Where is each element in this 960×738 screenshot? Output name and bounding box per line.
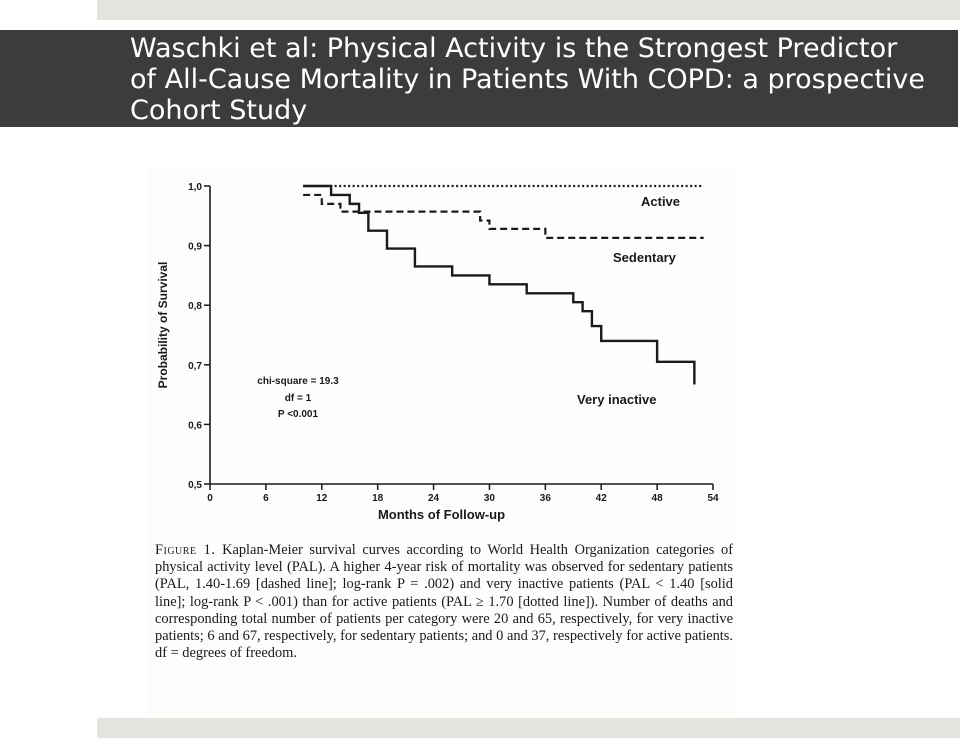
x-tick-label: 6 (263, 493, 269, 504)
series-label-sedentary: Sedentary (613, 250, 677, 265)
caption-text: Kaplan-Meier survival curves according t… (155, 542, 733, 662)
x-axis-title: Months of Follow-up (378, 507, 505, 522)
kaplan-meier-chart: 0,5 0,6 0,7 0,8 0,9 1,0 0 6 12 18 24 30 36 42 48 54 Mont… (156, 182, 719, 522)
x-tick-label: 12 (316, 493, 328, 504)
y-tick-label: 0,9 (188, 242, 202, 253)
stats-annotation: df = 1 (285, 393, 312, 404)
chart-series-layer (303, 184, 704, 385)
chart-axes (204, 185, 714, 490)
chart-labels-layer: 0,5 0,6 0,7 0,8 0,9 1,0 0 6 12 18 24 30 36 42 48 54 Mont… (156, 182, 719, 522)
x-tick-label: 36 (540, 493, 552, 504)
caption-label: Figure 1. (155, 542, 216, 558)
y-tick-label: 0,7 (188, 361, 202, 372)
figure-caption: Figure 1. Kaplan-Meier survival curves a… (155, 542, 733, 662)
series-label-active: Active (641, 194, 680, 209)
slide-title: Waschki et al: Physical Activity is the … (130, 33, 926, 126)
y-tick-label: 0,8 (188, 301, 202, 312)
y-tick-label: 1,0 (188, 182, 202, 193)
series-line-sedentary (303, 193, 704, 239)
x-tick-label: 18 (372, 493, 384, 504)
y-tick-label: 0,6 (188, 420, 202, 431)
x-tick-label: 0 (207, 493, 213, 504)
x-tick-label: 24 (428, 493, 440, 504)
figure-panel: 0,5 0,6 0,7 0,8 0,9 1,0 0 6 12 18 24 30 36 42 48 54 Mont… (148, 168, 738, 718)
stats-annotation: P <0.001 (278, 409, 319, 420)
x-tick-label: 48 (652, 493, 664, 504)
title-bar (0, 30, 958, 127)
x-tick-label: 54 (707, 493, 719, 504)
series-line-very-inactive (303, 184, 696, 385)
x-tick-label: 30 (484, 493, 496, 504)
stats-annotation: chi-square = 19.3 (257, 376, 339, 387)
y-axis-title: Probability of Survival (156, 262, 170, 389)
series-label-very-inactive: Very inactive (577, 392, 657, 407)
bottom-decorative-strip (97, 718, 960, 738)
x-tick-label: 42 (596, 493, 608, 504)
top-decorative-strip (97, 0, 960, 20)
y-tick-label: 0,5 (188, 480, 202, 491)
